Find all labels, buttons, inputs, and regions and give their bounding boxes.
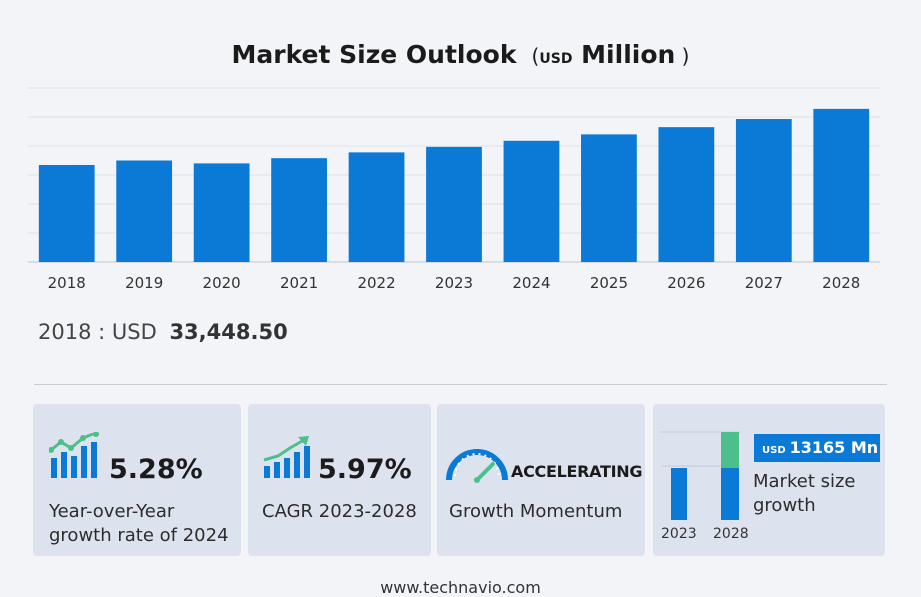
x-tick-label-2019: 2019 — [125, 274, 163, 292]
x-tick-label-2021: 2021 — [280, 274, 318, 292]
bar-2022 — [348, 152, 405, 262]
kpi-card-momentum: ACCELERATING Growth Momentum — [437, 404, 645, 556]
unit-open-paren: ( — [525, 44, 540, 68]
footer-source: www.technavio.com — [380, 578, 541, 597]
base-value-label: 2018 : USD — [38, 320, 157, 344]
bar-growth-icon — [49, 432, 99, 478]
unit-label: Million — [581, 40, 676, 69]
cagr-label: CAGR 2023-2028 — [262, 501, 417, 522]
mini-bar-2023 — [671, 468, 687, 520]
mini-bar-2028-base — [721, 468, 739, 520]
mini-bar-2028-increment — [721, 432, 739, 468]
trend-up-icon — [263, 436, 310, 478]
momentum-label: Growth Momentum — [449, 501, 623, 522]
unit-close-paren: ) — [675, 44, 690, 68]
kpi-card-cagr: 5.97% CAGR 2023-2028 — [248, 404, 431, 556]
x-tick-label-2025: 2025 — [590, 274, 628, 292]
x-tick-label-2027: 2027 — [745, 274, 783, 292]
cagr-value: 5.97% — [318, 454, 412, 485]
growth-label-line2: growth — [753, 495, 816, 516]
growth-badge-unit: USD — [762, 445, 786, 456]
bar-2026 — [658, 127, 715, 263]
x-tick-label-2020: 2020 — [203, 274, 241, 292]
kpi-card-growth: 2023 2028 USD 13165 Mn Market size growth — [653, 404, 885, 556]
yoy-label-line2: growth rate of 2024 — [49, 525, 229, 546]
bar-2021 — [271, 158, 327, 262]
bar-2023 — [426, 146, 482, 262]
bar-2019 — [116, 160, 173, 262]
x-tick-label-2024: 2024 — [512, 274, 550, 292]
speedometer-icon — [446, 449, 508, 483]
bar-2024 — [503, 140, 560, 262]
mini-year-start: 2023 — [661, 526, 697, 542]
bar-2018 — [38, 164, 95, 262]
growth-badge: USD 13165 Mn — [754, 434, 880, 462]
yoy-label-line1: Year-over-Year — [49, 501, 175, 522]
kpi-card-yoy: 5.28% Year-over-Year growth rate of 2024 — [33, 404, 241, 556]
divider — [34, 384, 887, 385]
bar-2028 — [813, 108, 870, 262]
x-tick-label-2028: 2028 — [822, 274, 860, 292]
growth-label-line1: Market size — [753, 471, 856, 492]
yoy-label: Year-over-Year growth rate of 2024 — [49, 500, 229, 548]
chart-title: Market Size Outlook (USD Million ) — [0, 40, 921, 69]
x-tick-label-2023: 2023 — [435, 274, 473, 292]
base-value: 2018 : USD 33,448.50 — [38, 320, 288, 344]
yoy-value: 5.28% — [109, 454, 203, 485]
growth-mini-chart — [661, 431, 741, 520]
base-value-amount: 33,448.50 — [169, 320, 288, 344]
chart-title-text: Market Size Outlook — [231, 40, 517, 69]
mini-year-end: 2028 — [713, 526, 749, 542]
growth-badge-value: 13165 Mn — [789, 438, 879, 457]
bar-chart: 2018 2019 2020 2021 2022 2023 2024 2025 2026 2027… — [28, 87, 880, 292]
bar-2020 — [193, 163, 250, 262]
unit-small: USD — [539, 51, 573, 67]
bar-2025 — [581, 134, 637, 262]
x-tick-label-2026: 2026 — [667, 274, 705, 292]
momentum-value: ACCELERATING — [511, 462, 643, 481]
bar-2027 — [735, 119, 792, 262]
x-tick-label-2018: 2018 — [48, 274, 86, 292]
x-tick-label-2022: 2022 — [357, 274, 395, 292]
growth-label: Market size growth — [753, 470, 856, 518]
